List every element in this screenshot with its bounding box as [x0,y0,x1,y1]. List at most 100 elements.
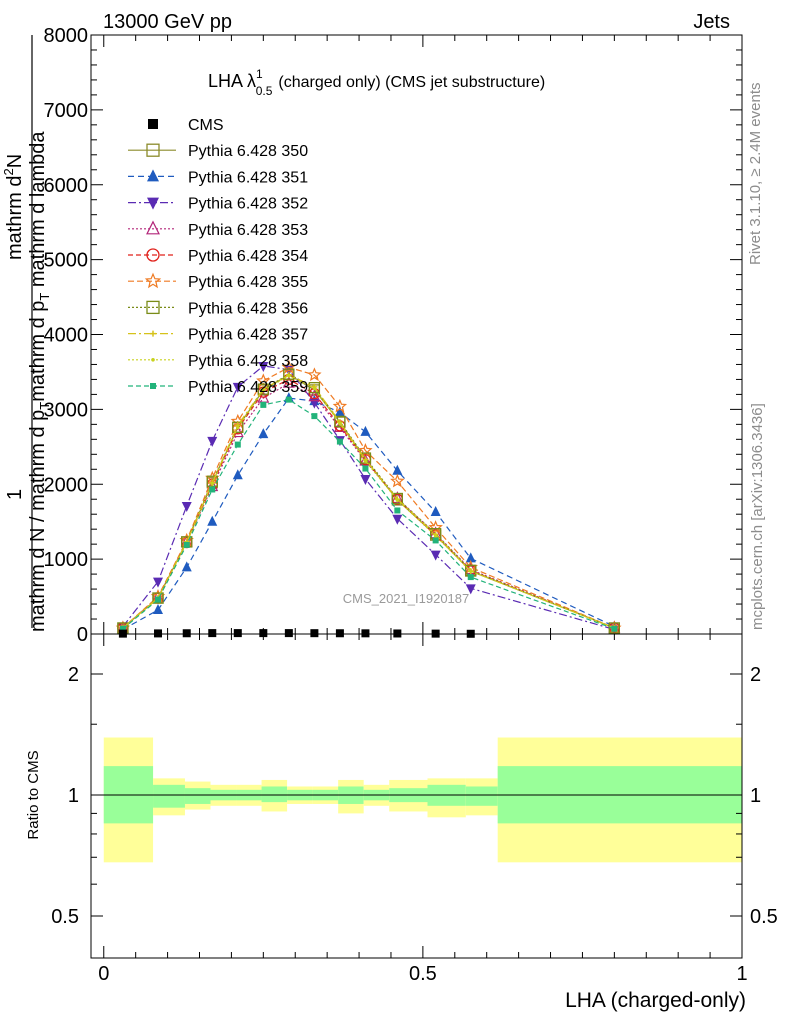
series-marker [363,459,368,463]
series-marker [362,465,369,472]
main-panel: 0 1000 2000 3000 4000 5000 6000 7000 8000 CMS_20… [44,25,743,646]
series-line [122,375,615,629]
legend-entry: Pythia 6.428 352 [128,196,308,213]
series-marker [430,505,441,516]
series-line [122,373,615,629]
series-marker [261,388,266,393]
legend: CMS Pythia 6.428 350 Pythia 6.428 351 Pythi… [128,117,308,396]
legend-label: Pythia 6.428 352 [188,196,308,213]
ratio-panel: 0.5 0.5 1 1 2 2 Ratio to CMS [25,633,778,959]
series-marker [311,413,318,420]
series-marker [207,436,218,447]
legend-label: Pythia 6.428 356 [188,300,308,317]
series-marker [147,169,159,182]
series-marker [285,396,292,403]
plot-title-sup: 1 [256,67,263,81]
series-marker [433,534,438,538]
series-marker [210,481,215,486]
main-y-ticks: 0 1000 2000 3000 4000 5000 6000 7000 8000 [44,25,742,646]
legend-entry: Pythia 6.428 357 [128,327,308,344]
legend-label: Pythia 6.428 351 [188,169,308,186]
legend-entry-cms: CMS [148,117,224,134]
legend-label: Pythia 6.428 359 [188,379,308,396]
cms-data-point [393,629,402,638]
series-marker [307,367,322,382]
series-marker [394,507,401,514]
main-x-ticks [103,35,743,634]
ratio-band-inner [261,786,288,803]
series-marker [232,469,243,480]
analysis-watermark: CMS_2021_I1920187 [343,591,470,606]
cms-data-point [284,629,293,638]
y-label-denominator: mathrm d N / mathrm d pTmathrm d pT math… [27,131,52,632]
series-marker [312,386,317,391]
cms-data-point [208,629,217,638]
legend-label: Pythia 6.428 355 [188,274,308,291]
y-label-one: 1 [4,489,26,500]
y-label-line2-rest: mathrm d lambda [27,131,49,293]
series-marker [336,438,343,445]
ratio-y-tick-label-right: 0.5 [750,906,778,928]
series-marker [258,428,269,439]
y-label-num-text: mathrm d [4,176,26,260]
series-marker [235,425,240,430]
series-marker [283,368,295,380]
y-label-num-rest: N [4,154,26,168]
series-marker [282,375,295,388]
series-marker [430,550,441,561]
ratio-y-tick-label-right: 2 [750,664,761,686]
series-marker [150,330,156,337]
y-tick-label: 8000 [44,25,89,47]
ratio-y-tick-label: 1 [68,785,79,807]
y-axis-label: mathrm d N / mathrm d pTmathrm d pT math… [1,35,52,632]
y-tick-label: 2000 [44,474,89,496]
series-group [119,396,618,632]
series-marker [338,421,342,426]
cms-data-points [118,629,475,638]
series-marker [611,625,618,632]
header-jets: Jets [693,11,730,33]
x-tick-labels: 0 0.5 1 [98,963,747,985]
rivet-label: Rivet 3.1.10, ≥ 2.4M events [747,83,764,266]
series-marker [360,475,371,486]
y-tick-label: 1000 [44,549,89,571]
y-label-denom-text: mathrm d N / mathrm d p [27,410,49,632]
legend-entry: Pythia 6.428 356 [128,300,308,317]
series-marker [146,143,160,157]
series-marker [392,464,403,475]
series-marker [146,300,160,315]
y-tick-label: 6000 [44,175,89,197]
ratio-y-tick-label: 2 [68,664,79,686]
legend-label: Pythia 6.428 358 [188,353,308,370]
legend-entry: Pythia 6.428 351 [128,169,308,186]
series-marker [232,382,243,393]
series-line [122,397,615,631]
legend-entry: Pythia 6.428 359 [128,379,308,396]
y-tick-label: 3000 [44,399,89,421]
y-label-denom-line2: mathrm d p [27,301,49,402]
y-tick-label: 4000 [44,325,89,347]
series-marker [153,604,164,615]
plot-title-rest: (charged only) (CMS jet substructure) [278,74,545,91]
plot-title-sub: 0.5 [256,84,273,98]
cms-data-point [361,629,370,638]
ratio-frame [90,633,743,959]
ratio-band-inner [153,784,185,808]
series-marker [334,415,346,428]
y-label-num-sup: 2 [1,168,16,175]
series-marker [119,625,126,632]
series-marker [281,359,297,374]
series-marker [428,520,443,534]
y-tick-label: 0 [77,624,88,646]
legend-label: Pythia 6.428 357 [188,327,308,344]
series-marker [390,473,405,488]
series-marker [181,561,192,572]
series-marker [608,622,621,634]
y-tick-label: 5000 [44,250,89,272]
y-tick-label: 7000 [44,100,89,122]
legend-cms-marker [148,119,158,129]
y-label-numerator: mathrm d2N [1,154,26,260]
legend-label: Pythia 6.428 353 [188,222,308,239]
series-marker [359,452,372,464]
y-label-line2-sub: T [37,293,52,301]
